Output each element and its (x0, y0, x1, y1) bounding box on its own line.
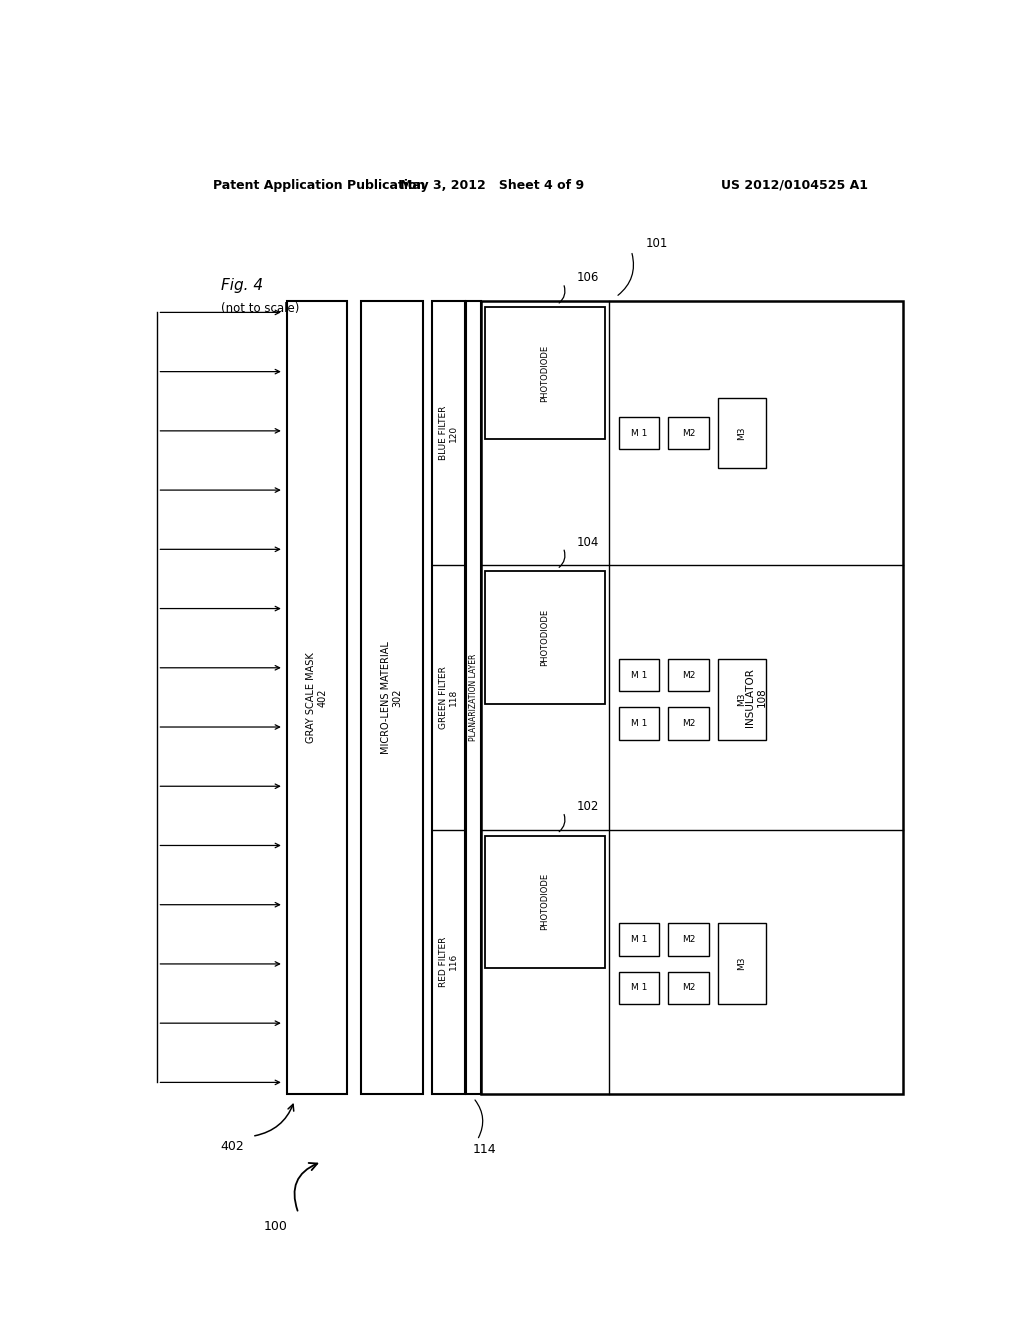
Bar (287, 301, 347, 1094)
Bar (669, 659, 709, 692)
Bar (669, 708, 709, 739)
Text: MICRO-LENS MATERIAL
302: MICRO-LENS MATERIAL 302 (381, 642, 402, 754)
Bar (485, 572, 605, 704)
Bar (480, 301, 903, 1094)
Bar (618, 708, 659, 739)
Text: 104: 104 (577, 536, 599, 549)
Text: M3: M3 (737, 426, 746, 440)
Text: 100: 100 (263, 1220, 287, 1233)
Text: BLUE FILTER
120: BLUE FILTER 120 (438, 405, 458, 461)
Text: RED FILTER
116: RED FILTER 116 (438, 937, 458, 987)
Bar (466, 301, 480, 1094)
Text: INSULATOR
108: INSULATOR 108 (745, 668, 767, 727)
Text: M2: M2 (682, 671, 695, 680)
Text: US 2012/0104525 A1: US 2012/0104525 A1 (721, 178, 868, 191)
Bar (669, 417, 709, 449)
Text: 402: 402 (221, 1139, 245, 1152)
Bar (618, 972, 659, 1005)
Bar (618, 659, 659, 692)
Text: GRAY SCALE MASK
402: GRAY SCALE MASK 402 (306, 652, 328, 743)
Text: M 1: M 1 (631, 671, 647, 680)
Bar (360, 301, 423, 1094)
Text: (not to scale): (not to scale) (221, 302, 299, 315)
Text: PHOTODIODE: PHOTODIODE (541, 345, 550, 401)
Bar (432, 301, 465, 1094)
Text: M3: M3 (737, 693, 746, 706)
Text: M3: M3 (737, 957, 746, 970)
Text: M2: M2 (682, 983, 695, 993)
Bar (485, 308, 605, 440)
Bar (718, 659, 766, 739)
Text: M 1: M 1 (631, 429, 647, 437)
Text: M 1: M 1 (631, 719, 647, 729)
Bar (669, 923, 709, 956)
Text: 102: 102 (577, 800, 599, 813)
Text: 101: 101 (645, 236, 668, 249)
Bar (618, 417, 659, 449)
Text: Patent Application Publication: Patent Application Publication (213, 178, 426, 191)
Bar (669, 972, 709, 1005)
Text: Fig. 4: Fig. 4 (221, 279, 263, 293)
Text: May 3, 2012   Sheet 4 of 9: May 3, 2012 Sheet 4 of 9 (400, 178, 585, 191)
Text: M2: M2 (682, 719, 695, 729)
Text: M 1: M 1 (631, 983, 647, 993)
Bar (618, 923, 659, 956)
Text: 114: 114 (473, 1143, 497, 1156)
Text: 106: 106 (577, 271, 599, 284)
Bar (718, 399, 766, 467)
Bar (718, 923, 766, 1005)
Bar (485, 836, 605, 968)
Text: PLANARIZATION LAYER: PLANARIZATION LAYER (469, 653, 478, 741)
Text: M2: M2 (682, 429, 695, 437)
Text: PHOTODIODE: PHOTODIODE (541, 609, 550, 667)
Text: M 1: M 1 (631, 935, 647, 944)
Text: PHOTODIODE: PHOTODIODE (541, 874, 550, 931)
Text: M2: M2 (682, 935, 695, 944)
Text: GREEN FILTER
118: GREEN FILTER 118 (438, 667, 458, 729)
